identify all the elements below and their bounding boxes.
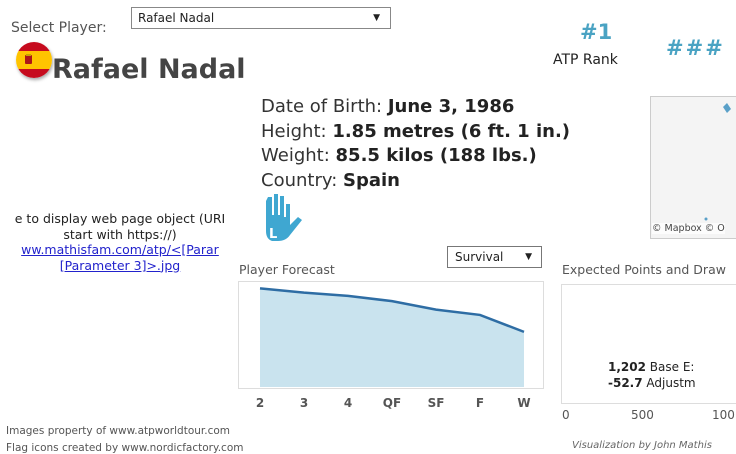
adjustment-value: -52.7 <box>608 376 643 390</box>
forecast-tick-W: W <box>517 396 530 410</box>
left-hand-icon: L <box>262 193 308 243</box>
player-bio: Date of Birth: June 3, 1986 Height: 1.85… <box>261 95 570 193</box>
chevron-down-icon: ▼ <box>373 13 380 23</box>
visualization-credit: Visualization by John Mathis <box>572 440 712 451</box>
spain-flag-icon <box>16 42 52 78</box>
atp-rank-value: #1 <box>580 20 613 44</box>
player-select-dropdown[interactable]: Rafael Nadal ▼ <box>131 7 391 29</box>
web-object-link-line2[interactable]: [Parameter 3]>.jpg <box>59 257 181 273</box>
forecast-tick-F: F <box>476 396 484 410</box>
forecast-tick-4: 4 <box>344 396 352 410</box>
map-view[interactable] <box>650 96 736 239</box>
player-name: Rafael Nadal <box>52 54 246 85</box>
web-object-message: e to display web page object (URI start … <box>0 211 250 273</box>
base-points-value: 1,202 <box>608 360 646 374</box>
forecast-mode-dropdown[interactable]: Survival ▼ <box>447 246 542 268</box>
secondary-rank-value: ### <box>666 36 725 60</box>
flag-icons-credit: Flag icons created by www.nordicfactory.… <box>6 442 244 454</box>
forecast-line <box>259 287 525 334</box>
forecast-tick-2: 2 <box>256 396 264 410</box>
hand-letter: L <box>269 227 277 242</box>
adjustment-text: Adjustm <box>646 376 696 390</box>
select-player-label: Select Player: <box>11 20 107 36</box>
height-value: 1.85 metres (6 ft. 1 in.) <box>332 120 571 142</box>
map-attribution[interactable]: © Mapbox © O <box>652 223 725 234</box>
forecast-chart: 2 3 4 QF SF F W <box>256 287 531 410</box>
base-points-text: Base E: <box>649 360 695 374</box>
player-select-value: Rafael Nadal <box>138 11 215 25</box>
points-adjustment: -52.7 Adjustm <box>608 376 696 390</box>
country-value: Spain <box>343 169 400 191</box>
height-label: Height: <box>261 120 327 142</box>
web-object-link-line1[interactable]: ww.mathisfam.com/atp/<[Parar <box>21 242 219 257</box>
ep-axis-tick-1000: 100 <box>712 408 735 422</box>
base-expected-points: 1,202 Base E: <box>608 360 694 374</box>
ep-axis-tick-0: 0 <box>562 408 570 422</box>
forecast-area <box>260 288 524 387</box>
expected-points-title: Expected Points and Draw <box>562 262 726 277</box>
dob-label: Date of Birth: <box>261 96 383 117</box>
country-label: Country: <box>261 169 338 191</box>
web-object-error-line2: start with https://) <box>63 226 177 242</box>
weight-value: 85.5 kilos (188 lbs.) <box>335 145 537 166</box>
forecast-tick-SF: SF <box>428 396 445 410</box>
images-credit: Images property of www.atpworldtour.com <box>6 425 231 437</box>
dob-value: June 3, 1986 <box>387 96 515 117</box>
forecast-tick-3: 3 <box>300 396 308 410</box>
weight-label: Weight: <box>261 145 330 166</box>
atp-rank-label: ATP Rank <box>553 52 618 68</box>
forecast-mode-value: Survival <box>455 250 504 264</box>
web-object-error-line1: e to display web page object (URI <box>14 211 226 226</box>
forecast-tick-QF: QF <box>383 396 401 410</box>
chevron-down-icon: ▼ <box>525 252 532 262</box>
forecast-title: Player Forecast <box>239 262 335 277</box>
ep-axis-tick-500: 500 <box>631 408 654 422</box>
expected-points-panel <box>561 284 736 404</box>
forecast-chart-panel <box>238 281 544 389</box>
